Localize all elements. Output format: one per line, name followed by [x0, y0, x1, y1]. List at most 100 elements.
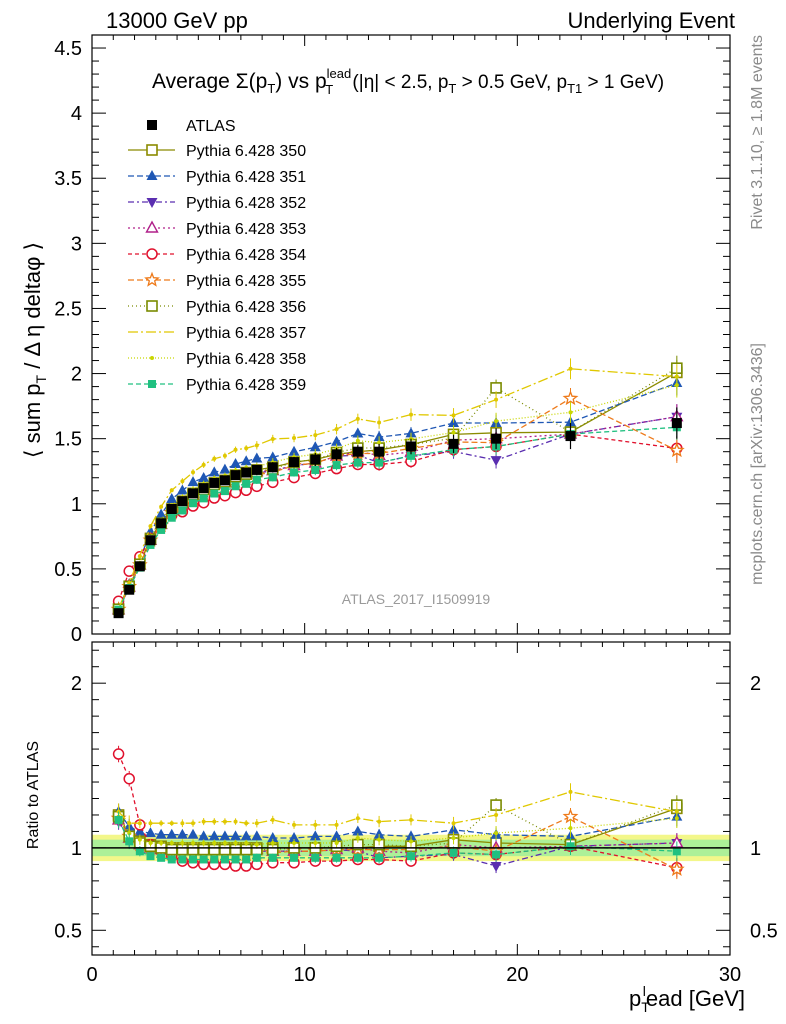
ratio-point [377, 837, 382, 842]
y-tick-label: 4 [71, 103, 82, 125]
legend-label-5: Pythia 6.428 355 [186, 273, 306, 290]
ratio-point [220, 855, 229, 864]
ratio-point [334, 840, 339, 845]
ratio-point [201, 840, 206, 845]
data-point [565, 431, 576, 442]
ratio-line-7 [118, 791, 677, 826]
ratio-point [199, 855, 208, 864]
series-point [176, 484, 188, 495]
series-point [352, 427, 364, 438]
ratio-point [254, 842, 259, 847]
header-energy-label: 13000 GeV pp [106, 8, 248, 33]
ratio-point [451, 836, 456, 841]
data-point [166, 503, 177, 514]
series-point [353, 458, 362, 467]
ratio-point [127, 831, 132, 836]
data-point [374, 446, 385, 457]
legend-marker-8 [150, 356, 154, 360]
ratio-point [449, 848, 458, 857]
ratio-point [251, 830, 263, 841]
ratio-point [191, 821, 196, 826]
ratio-point [492, 850, 501, 859]
ratio-point [159, 840, 164, 845]
ratio-point [222, 840, 227, 845]
ratio-point [566, 842, 575, 851]
legend-label-6: Pythia 6.428 356 [186, 299, 306, 316]
ratio-point [244, 821, 249, 826]
series-point [288, 445, 300, 456]
series-point [313, 433, 318, 438]
ratio-point [313, 840, 318, 845]
ratio-point [155, 828, 167, 839]
legend-marker-5 [144, 271, 160, 287]
ratio-point [451, 821, 456, 826]
ratio-point [230, 830, 242, 841]
ratio-point [169, 821, 174, 826]
series-point [290, 468, 299, 477]
ratio-point [674, 816, 679, 821]
ratio-point [137, 821, 142, 826]
ratio-point [159, 821, 164, 826]
series-point [562, 390, 579, 406]
series-point [189, 499, 198, 508]
legend-label-3: Pythia 6.428 353 [186, 221, 306, 238]
ratio-point [135, 847, 144, 856]
ratio-point [494, 812, 499, 817]
data-point [209, 477, 220, 488]
ratio-point [252, 853, 261, 862]
series-point [377, 420, 382, 425]
y-tick-label: 4.5 [54, 38, 82, 60]
series-point [219, 463, 231, 474]
ratio-point [212, 819, 217, 824]
legend-label-1: Pythia 6.428 351 [186, 169, 306, 186]
ratio-point [353, 853, 362, 862]
legend-label-4: Pythia 6.428 354 [186, 247, 306, 264]
series-point [191, 470, 196, 475]
x-tick-label: 10 [294, 964, 316, 986]
ratio-point [292, 822, 297, 827]
analysis-id-label: ATLAS_2017_I1509919 [342, 591, 491, 607]
ratio-point [127, 821, 132, 826]
ratio-point [144, 827, 156, 838]
data-point [198, 483, 209, 494]
ratio-point [568, 826, 573, 831]
series-point [292, 436, 297, 441]
series-point [494, 419, 499, 424]
ratio-point [268, 853, 277, 862]
series-point [377, 440, 382, 445]
y-tick-label: 3.5 [54, 168, 82, 190]
data-point [289, 457, 300, 468]
ratio-point [233, 819, 238, 824]
ratio-point [222, 819, 227, 824]
data-point [134, 561, 145, 572]
data-point [219, 475, 230, 486]
ratio-point [112, 748, 125, 760]
ratio-point [494, 831, 499, 836]
x-tick-label: 20 [506, 964, 528, 986]
legend-marker-2 [146, 198, 158, 208]
series-point [180, 479, 185, 484]
ratio-point [270, 817, 275, 822]
legend-label-7: Pythia 6.428 357 [186, 325, 306, 342]
series-point [244, 446, 249, 451]
legend-marker-4 [146, 248, 158, 260]
series-line-3 [118, 416, 677, 610]
data-point [267, 462, 278, 473]
series-point [494, 397, 499, 402]
series-point [355, 438, 360, 443]
ratio-point [377, 819, 382, 824]
ratio-point [187, 828, 199, 839]
ratio-point [355, 816, 360, 821]
legend-label-2: Pythia 6.428 352 [186, 195, 306, 212]
ratio-point [219, 830, 231, 841]
ratio-point [189, 855, 198, 864]
ratio-point [290, 853, 299, 862]
ratio-point [311, 853, 320, 862]
data-point [352, 446, 363, 457]
ratio-point [233, 840, 238, 845]
data-point [177, 496, 188, 507]
ratio-point [180, 821, 185, 826]
svg-text:⟨ sum pT / Δ η deltaφ ⟩: ⟨ sum pT / Δ η deltaφ ⟩ [20, 242, 49, 458]
ratio-point [292, 840, 297, 845]
